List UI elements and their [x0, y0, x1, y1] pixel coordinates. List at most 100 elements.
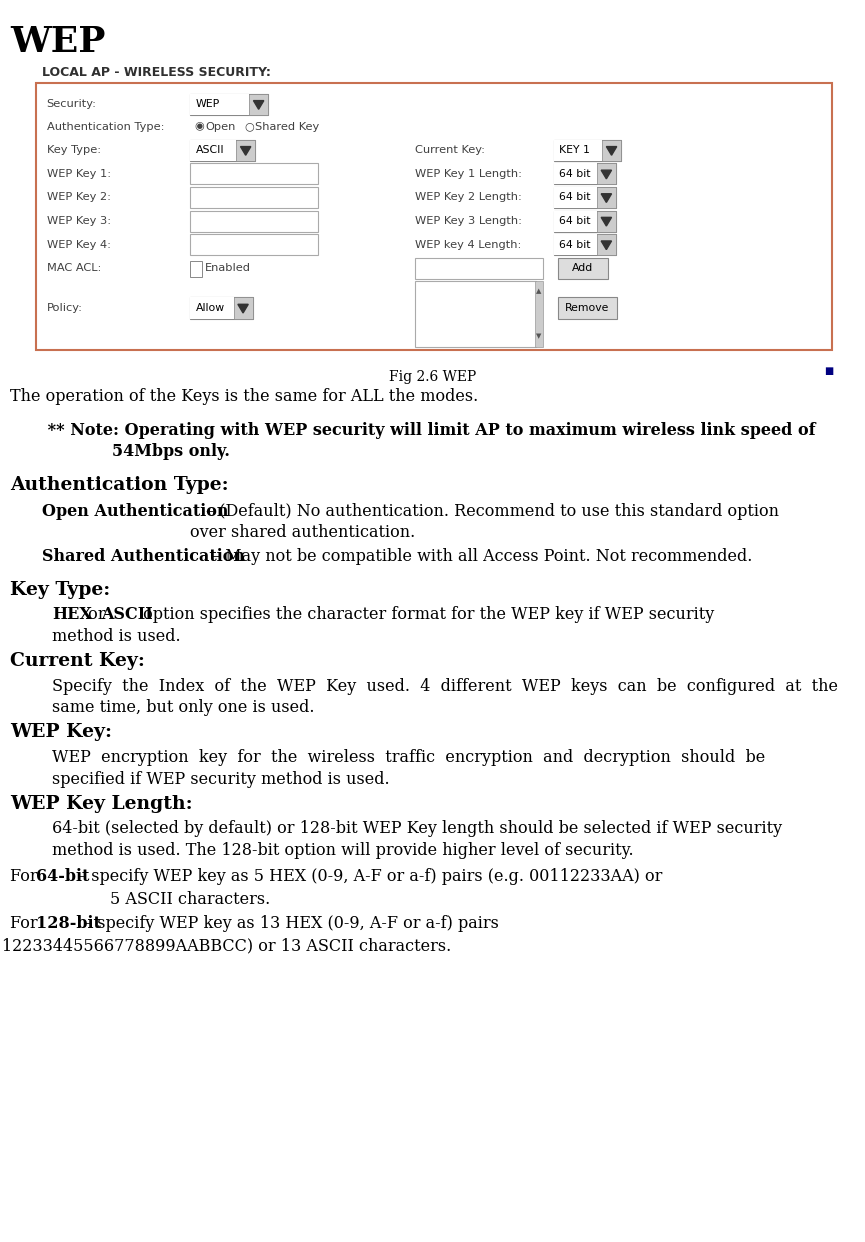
FancyBboxPatch shape: [190, 139, 255, 160]
Text: Fig 2.6 WEP: Fig 2.6 WEP: [389, 370, 476, 384]
Text: Shared Key: Shared Key: [255, 122, 319, 132]
FancyBboxPatch shape: [597, 210, 616, 231]
Text: Security:: Security:: [47, 99, 97, 109]
Text: The operation of the Keys is the same for ALL the modes.: The operation of the Keys is the same fo…: [10, 388, 478, 405]
Text: Policy:: Policy:: [47, 303, 83, 313]
Text: HEX: HEX: [52, 606, 92, 623]
Text: WEP Key Length:: WEP Key Length:: [10, 795, 193, 812]
Text: ▼: ▼: [536, 334, 541, 339]
Text: 54Mbps only.: 54Mbps only.: [112, 443, 230, 461]
Text: WEP Key 2:: WEP Key 2:: [47, 193, 111, 202]
Text: WEP Key 1 Length:: WEP Key 1 Length:: [415, 169, 522, 179]
Text: For: For: [10, 868, 43, 886]
Text: 64 bit: 64 bit: [559, 216, 590, 226]
Text: 64-bit: 64-bit: [36, 868, 90, 886]
FancyBboxPatch shape: [190, 163, 318, 184]
Text: Open Authentication: Open Authentication: [42, 503, 228, 520]
Text: – (Default) No authentication. Recommend to use this standard option: – (Default) No authentication. Recommend…: [206, 503, 778, 520]
FancyBboxPatch shape: [554, 210, 616, 231]
Text: Shared Authentication: Shared Authentication: [42, 548, 245, 565]
FancyBboxPatch shape: [249, 94, 268, 116]
Text: Current Key:: Current Key:: [10, 652, 145, 669]
Text: 64 bit: 64 bit: [559, 169, 590, 179]
Text: Specify  the  Index  of  the  WEP  Key  used.  4  different  WEP  keys  can  be : Specify the Index of the WEP Key used. 4…: [52, 678, 838, 696]
Text: Enabled: Enabled: [205, 263, 251, 273]
Text: specified if WEP security method is used.: specified if WEP security method is used…: [52, 771, 389, 789]
FancyBboxPatch shape: [558, 257, 608, 278]
Text: Key Type:: Key Type:: [47, 145, 101, 155]
FancyBboxPatch shape: [554, 188, 597, 209]
Text: Open: Open: [206, 122, 236, 132]
FancyBboxPatch shape: [554, 233, 597, 255]
Text: WEP: WEP: [10, 25, 106, 58]
Polygon shape: [601, 217, 612, 226]
FancyBboxPatch shape: [190, 297, 234, 318]
Text: MAC ACL:: MAC ACL:: [47, 263, 101, 273]
Polygon shape: [240, 147, 251, 155]
FancyBboxPatch shape: [190, 188, 318, 209]
Text: or: or: [83, 606, 111, 623]
FancyBboxPatch shape: [190, 297, 253, 318]
Text: ■: ■: [824, 366, 833, 376]
Text: WEP Key 4:: WEP Key 4:: [47, 240, 111, 250]
FancyBboxPatch shape: [36, 83, 832, 350]
FancyBboxPatch shape: [554, 139, 602, 160]
Text: – specify WEP key as 13 HEX (0-9, A-F or a-f) pairs: – specify WEP key as 13 HEX (0-9, A-F or…: [84, 915, 499, 933]
FancyBboxPatch shape: [554, 139, 621, 160]
FancyBboxPatch shape: [597, 188, 616, 209]
Text: over shared authentication.: over shared authentication.: [190, 524, 415, 542]
Text: ▲: ▲: [536, 288, 541, 294]
Polygon shape: [238, 304, 248, 313]
Polygon shape: [601, 170, 612, 179]
Text: 5 ASCII characters.: 5 ASCII characters.: [110, 891, 271, 908]
Text: KEY 1: KEY 1: [559, 145, 590, 155]
Text: ◉: ◉: [195, 122, 204, 132]
Text: method is used. The 128-bit option will provide higher level of security.: method is used. The 128-bit option will …: [52, 842, 633, 859]
FancyBboxPatch shape: [234, 297, 253, 318]
Text: – specify WEP key as 5 HEX (0-9, A-F or a-f) pairs (e.g. 00112233AA) or: – specify WEP key as 5 HEX (0-9, A-F or …: [78, 868, 663, 886]
Text: Authentication Type:: Authentication Type:: [47, 122, 164, 132]
Polygon shape: [601, 241, 612, 250]
Text: ASCII: ASCII: [195, 145, 224, 155]
FancyBboxPatch shape: [554, 233, 616, 255]
FancyBboxPatch shape: [602, 139, 621, 160]
Text: WEP Key 1:: WEP Key 1:: [47, 169, 111, 179]
Text: WEP: WEP: [195, 99, 220, 109]
Text: WEP Key 2 Length:: WEP Key 2 Length:: [415, 193, 522, 202]
FancyBboxPatch shape: [190, 233, 318, 255]
Text: 64 bit: 64 bit: [559, 240, 590, 250]
Text: WEP key 4 Length:: WEP key 4 Length:: [415, 240, 522, 250]
Text: 64-bit (selected by default) or 128-bit WEP Key length should be selected if WEP: 64-bit (selected by default) or 128-bit …: [52, 820, 782, 837]
FancyBboxPatch shape: [190, 94, 249, 116]
Text: Authentication Type:: Authentication Type:: [10, 476, 229, 493]
Text: Add: Add: [573, 263, 593, 273]
FancyBboxPatch shape: [190, 210, 318, 231]
Polygon shape: [601, 194, 612, 202]
Text: WEP  encryption  key  for  the  wireless  traffic  encryption  and  decryption  : WEP encryption key for the wireless traf…: [52, 749, 766, 766]
FancyBboxPatch shape: [558, 297, 617, 318]
Text: ○: ○: [244, 122, 253, 132]
FancyBboxPatch shape: [190, 139, 236, 160]
FancyBboxPatch shape: [415, 257, 543, 278]
FancyBboxPatch shape: [554, 163, 597, 184]
Text: same time, but only one is used.: same time, but only one is used.: [52, 699, 314, 717]
FancyBboxPatch shape: [597, 233, 616, 255]
FancyBboxPatch shape: [597, 163, 616, 184]
FancyBboxPatch shape: [190, 261, 202, 277]
FancyBboxPatch shape: [190, 94, 268, 116]
Text: (e.g. 00112233445566778899AABBCC) or 13 ASCII characters.: (e.g. 00112233445566778899AABBCC) or 13 …: [0, 938, 451, 955]
Polygon shape: [606, 147, 617, 155]
Text: 64 bit: 64 bit: [559, 193, 590, 202]
FancyBboxPatch shape: [535, 281, 543, 347]
Text: WEP Key 3:: WEP Key 3:: [47, 216, 111, 226]
Text: Key Type:: Key Type:: [10, 581, 111, 599]
Text: option specifies the character format for the WEP key if WEP security: option specifies the character format fo…: [138, 606, 714, 623]
Text: method is used.: method is used.: [52, 628, 181, 646]
FancyBboxPatch shape: [554, 163, 616, 184]
FancyBboxPatch shape: [236, 139, 255, 160]
Text: LOCAL AP - WIRELESS SECURITY:: LOCAL AP - WIRELESS SECURITY:: [42, 67, 271, 79]
Text: ** Note: Operating with WEP security will limit AP to maximum wireless link spee: ** Note: Operating with WEP security wil…: [42, 422, 815, 440]
Text: Allow: Allow: [195, 303, 225, 313]
Text: 128-bit: 128-bit: [36, 915, 101, 933]
Polygon shape: [253, 101, 264, 109]
